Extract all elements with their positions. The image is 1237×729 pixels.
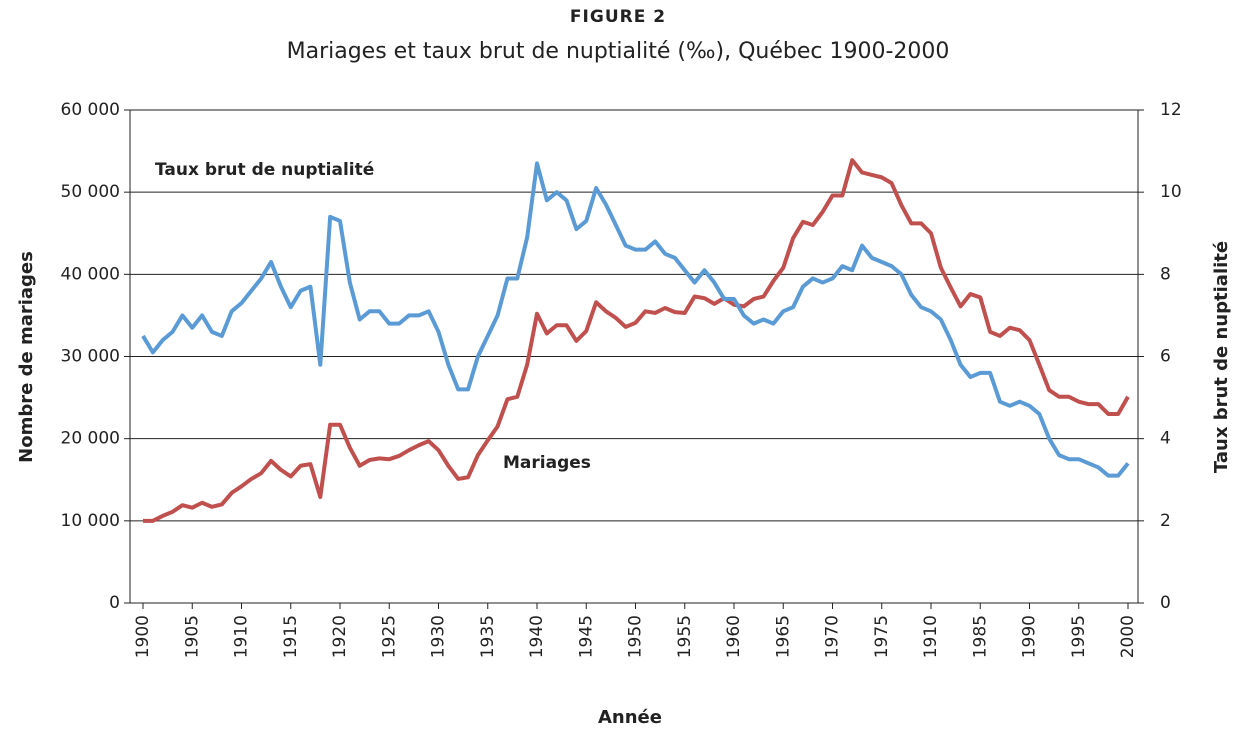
- y2-tick-label: 6: [1160, 347, 1171, 367]
- y2-tick-label: 8: [1160, 264, 1171, 284]
- y-tick-label: 60 000: [61, 100, 120, 120]
- y2-tick-label: 4: [1160, 429, 1171, 449]
- chart-title: FIGURE 2: [570, 7, 666, 27]
- x-tick-label: 1915: [281, 615, 301, 658]
- y2-tick-label: 2: [1160, 511, 1171, 531]
- x-tick-label: 1960: [724, 615, 744, 658]
- x-tick-label: 1995: [1069, 615, 1089, 658]
- y-axis-label: Nombre de mariages: [16, 251, 37, 463]
- chart-subtitle: Mariages et taux brut de nuptialité (‰),…: [287, 39, 950, 64]
- y-tick-label: 20 000: [61, 429, 120, 449]
- y2-tick-label: 10: [1160, 182, 1182, 202]
- x-tick-label: 1930: [429, 615, 449, 658]
- x-tick-label: 1955: [675, 615, 695, 658]
- x-tick-label: 1910: [232, 615, 252, 658]
- x-tick-label: 1945: [576, 615, 596, 658]
- series-label: Mariages: [503, 453, 591, 473]
- x-tick-label: 1940: [527, 615, 547, 658]
- x-axis-label: Année: [598, 707, 662, 728]
- x-tick-label: 1970: [823, 615, 843, 658]
- y2-tick-label: 12: [1160, 100, 1182, 120]
- x-tick-label: 1920: [330, 615, 350, 658]
- series-label: Taux brut de nuptialité: [155, 160, 374, 180]
- x-tick-label: 1900: [133, 615, 153, 658]
- x-tick-label: 1950: [626, 615, 646, 658]
- x-tick-label: 1990: [1020, 615, 1040, 658]
- data-line: [141, 161, 1130, 478]
- x-tick-label: 1965: [773, 615, 793, 658]
- y-tick-label: 40 000: [61, 264, 120, 284]
- y-tick-label: 10 000: [61, 511, 120, 531]
- x-tick-label: 2000: [1118, 615, 1138, 658]
- data-line: [143, 158, 1130, 523]
- x-tick-label: 1910: [921, 615, 941, 658]
- x-tick-label: 1905: [182, 615, 202, 658]
- x-tick-label: 1985: [970, 615, 990, 658]
- y-tick-label: 30 000: [61, 347, 120, 367]
- y2-tick-label: 0: [1160, 593, 1171, 613]
- y-tick-label: 50 000: [61, 182, 120, 202]
- y2-axis-label: Taux brut de nuptialité: [1211, 241, 1232, 473]
- x-tick-label: 1935: [478, 615, 498, 658]
- y-tick-label: 0: [109, 593, 120, 613]
- x-tick-label: 1975: [872, 615, 892, 658]
- x-tick-label: 1925: [379, 615, 399, 658]
